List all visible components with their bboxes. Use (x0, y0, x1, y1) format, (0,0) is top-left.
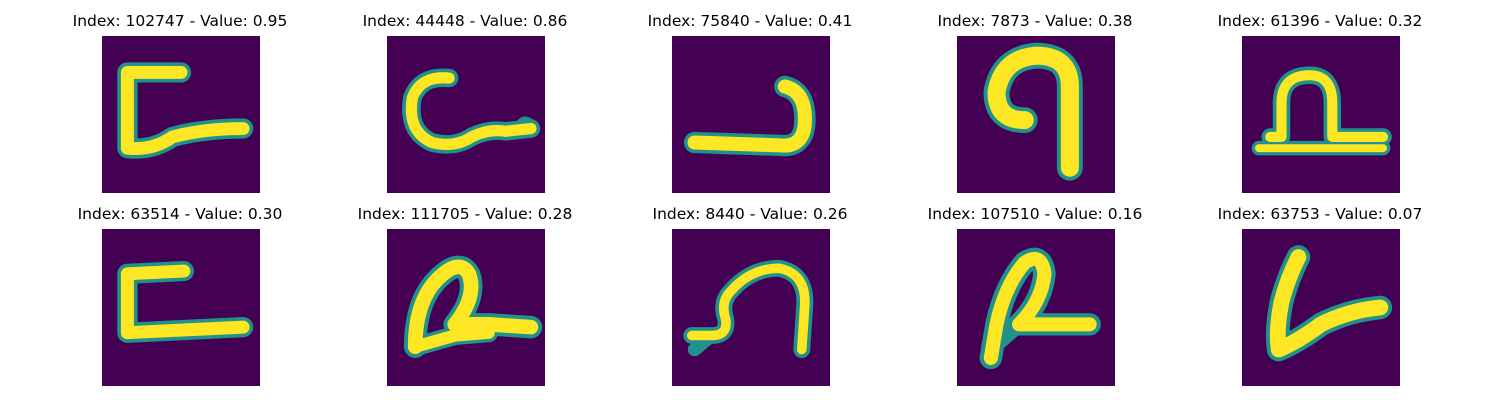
image-panel-1: Index: 102747 - Value: 0.95 (60, 11, 300, 201)
image-panel-4: Index: 7873 - Value: 0.38 (915, 11, 1155, 201)
glyph-image (102, 229, 260, 386)
panel-title: Index: 61396 - Value: 0.32 (1217, 12, 1423, 30)
panel-title: Index: 75840 - Value: 0.41 (647, 12, 853, 30)
image-panel-7: Index: 111705 - Value: 0.28 (345, 204, 585, 394)
panel-title: Index: 44448 - Value: 0.86 (362, 12, 568, 30)
glyph-image (387, 229, 545, 386)
glyph-image (957, 229, 1115, 386)
panel-title: Index: 111705 - Value: 0.28 (357, 205, 573, 223)
image-panel-10: Index: 63753 - Value: 0.07 (1200, 204, 1440, 394)
panel-title: Index: 7873 - Value: 0.38 (937, 12, 1133, 30)
image-panel-9: Index: 107510 - Value: 0.16 (915, 204, 1155, 394)
panel-title: Index: 102747 - Value: 0.95 (72, 12, 288, 30)
image-panel-5: Index: 61396 - Value: 0.32 (1200, 11, 1440, 201)
image-panel-8: Index: 8440 - Value: 0.26 (630, 204, 870, 394)
glyph-image (672, 36, 830, 193)
image-panel-6: Index: 63514 - Value: 0.30 (60, 204, 300, 394)
glyph-image (387, 36, 545, 193)
panel-title: Index: 8440 - Value: 0.26 (652, 205, 848, 223)
glyph-image (957, 36, 1115, 193)
glyph-image (672, 229, 830, 386)
glyph-image (1242, 36, 1400, 193)
panel-title: Index: 63753 - Value: 0.07 (1217, 205, 1423, 223)
panel-title: Index: 63514 - Value: 0.30 (77, 205, 283, 223)
glyph-image (1242, 229, 1400, 386)
panel-title: Index: 107510 - Value: 0.16 (927, 205, 1143, 223)
image-panel-3: Index: 75840 - Value: 0.41 (630, 11, 870, 201)
glyph-image (102, 36, 260, 193)
image-panel-2: Index: 44448 - Value: 0.86 (345, 11, 585, 201)
